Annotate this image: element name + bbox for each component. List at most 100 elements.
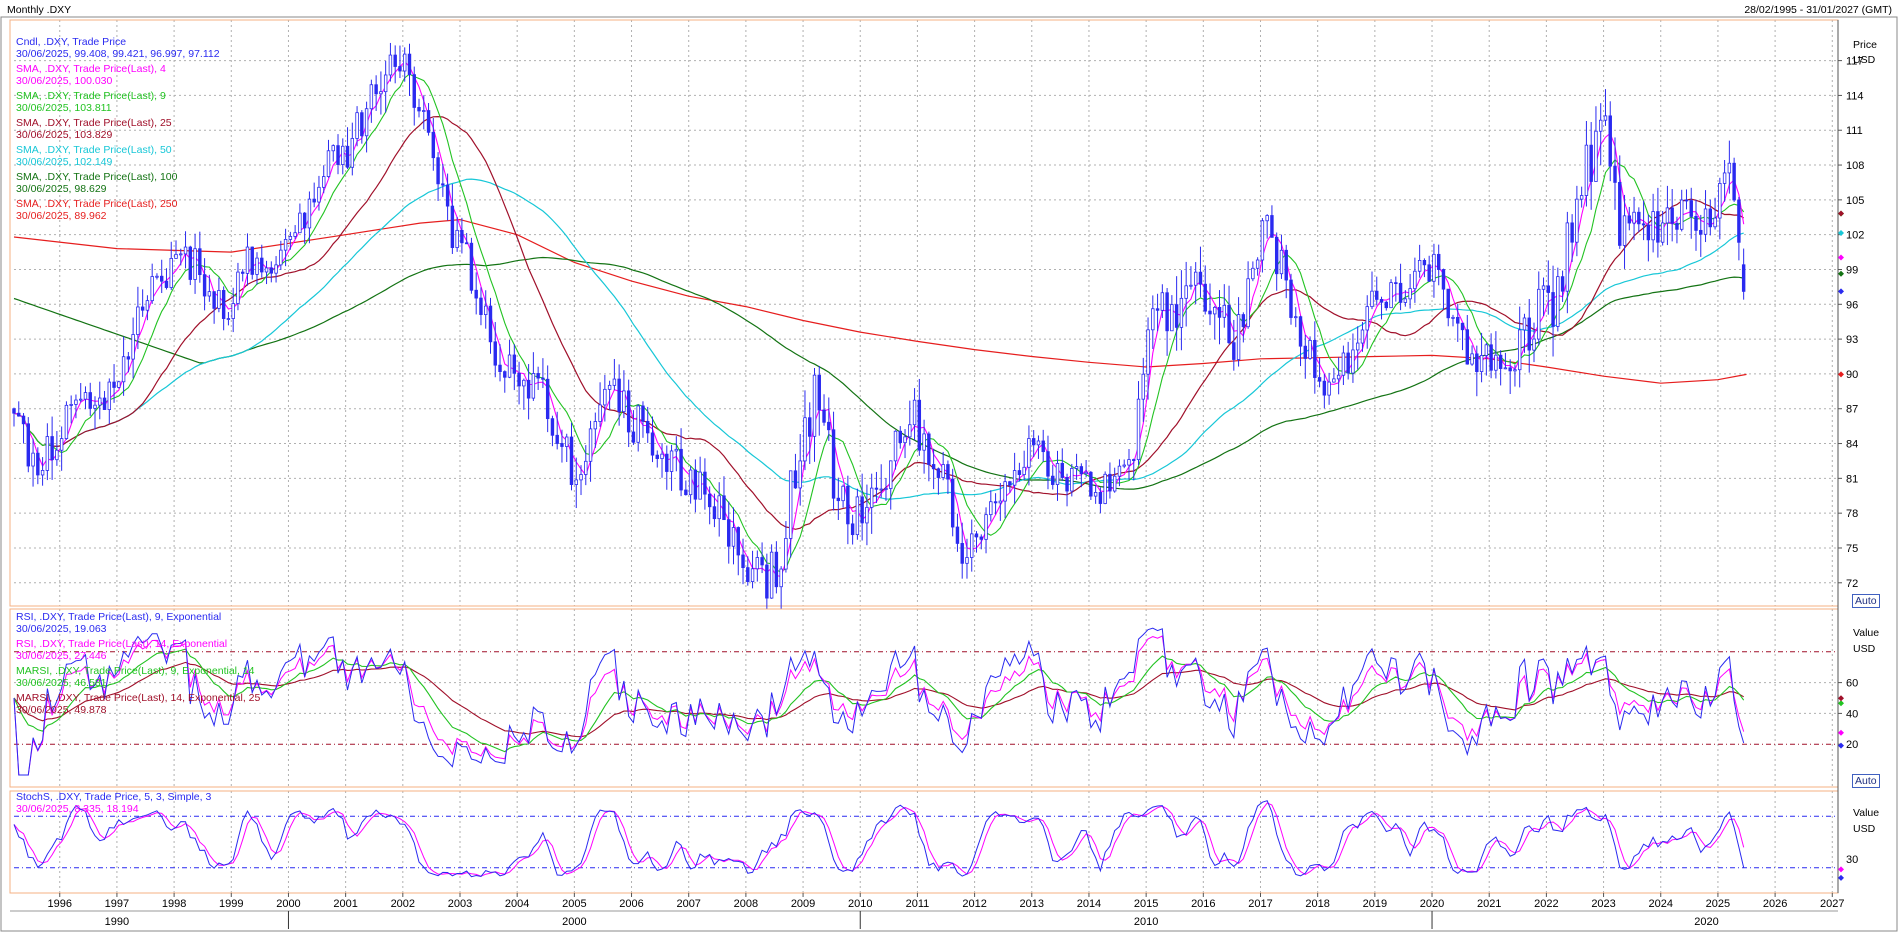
- candle: [850, 514, 855, 545]
- candle: [1241, 312, 1246, 343]
- price-legend-values: 30/06/2025, 100.030: [16, 75, 113, 87]
- candle: [383, 60, 388, 113]
- candle: [641, 401, 645, 438]
- candle: [283, 228, 288, 267]
- year-label: 2008: [734, 898, 758, 910]
- candle: [1332, 367, 1336, 383]
- candle: [1355, 326, 1360, 370]
- candle: [1132, 458, 1136, 481]
- candle: [1012, 452, 1017, 504]
- year-label: 2021: [1477, 898, 1501, 910]
- candle: [588, 420, 593, 482]
- candle: [574, 457, 578, 509]
- candle: [1718, 177, 1722, 240]
- sma-25-line: [13, 115, 1745, 530]
- candle: [669, 444, 674, 491]
- candle: [660, 443, 664, 478]
- candle: [1060, 448, 1064, 481]
- year-label: 2012: [962, 898, 986, 910]
- candle: [322, 165, 326, 194]
- candle: [369, 79, 374, 123]
- candle: [1360, 322, 1365, 352]
- candle: [965, 538, 969, 579]
- candle: [1189, 266, 1193, 290]
- candle: [355, 106, 359, 147]
- candle: [198, 231, 202, 283]
- candle: [626, 379, 631, 448]
- candle: [493, 322, 497, 378]
- candle: [1213, 305, 1217, 340]
- candle: [112, 364, 116, 403]
- candle: [17, 401, 21, 417]
- candle: [865, 484, 869, 546]
- candle: [1117, 459, 1122, 487]
- candle: [1265, 214, 1269, 239]
- candle: [1170, 295, 1174, 332]
- candle: [827, 397, 831, 441]
- year-label: 2003: [448, 898, 472, 910]
- price-auto-scale-button[interactable]: Auto: [1852, 594, 1880, 608]
- candle: [1074, 453, 1079, 480]
- candle: [202, 258, 207, 311]
- year-label: 2006: [619, 898, 643, 910]
- candle: [893, 430, 898, 470]
- candle: [555, 411, 559, 450]
- candle: [1570, 214, 1574, 262]
- year-label: 2019: [1363, 898, 1387, 910]
- candle: [974, 531, 979, 553]
- candle: [803, 390, 807, 471]
- candle: [717, 482, 721, 537]
- sma-100-line: [13, 256, 1744, 490]
- candle: [903, 429, 907, 459]
- candle: [545, 365, 550, 433]
- candle: [1017, 462, 1022, 482]
- candle: [21, 413, 26, 444]
- year-label: 2017: [1248, 898, 1272, 910]
- candle: [1313, 321, 1317, 394]
- candle: [869, 473, 874, 534]
- candle: [836, 477, 841, 521]
- candle: [1098, 487, 1103, 514]
- rsi-tick-label: 20: [1846, 739, 1858, 751]
- candle: [622, 370, 626, 419]
- price-tick-label: 117: [1846, 56, 1864, 68]
- rsi-tick-label: 40: [1846, 708, 1858, 720]
- rsi-auto-scale-button[interactable]: Auto: [1852, 774, 1880, 788]
- candle: [140, 289, 145, 317]
- candle: [64, 401, 69, 440]
- candle: [927, 431, 931, 482]
- candle: [569, 422, 574, 491]
- date-range: 28/02/1995 - 31/01/2027 (GMT): [1744, 4, 1892, 16]
- candle: [107, 378, 112, 424]
- candle: [1351, 333, 1355, 383]
- year-label: 1999: [219, 898, 243, 910]
- candle: [59, 426, 64, 471]
- candle: [779, 566, 783, 609]
- candle: [1656, 187, 1660, 258]
- candle: [541, 358, 545, 389]
- candle: [1146, 317, 1150, 400]
- candle: [26, 417, 31, 473]
- candle: [288, 231, 293, 250]
- candle: [746, 556, 750, 586]
- candle: [193, 233, 197, 294]
- candle: [1274, 232, 1279, 291]
- candle: [1208, 283, 1212, 326]
- candle: [231, 287, 235, 333]
- candle: [350, 122, 355, 176]
- candle: [1151, 295, 1155, 349]
- candle: [1408, 273, 1412, 309]
- candle: [855, 488, 860, 540]
- candle: [788, 470, 793, 558]
- candle: [712, 493, 717, 528]
- candle: [212, 291, 216, 324]
- rsi-legend: RSI, .DXY, Trade Price(Last), 9, Exponen…: [16, 611, 260, 719]
- candle: [317, 175, 321, 211]
- candle: [560, 429, 564, 463]
- price-legend-values: 30/06/2025, 102.149: [16, 156, 113, 168]
- candle: [679, 428, 683, 497]
- candle: [374, 75, 378, 111]
- candle: [1603, 89, 1608, 126]
- candle: [207, 274, 212, 302]
